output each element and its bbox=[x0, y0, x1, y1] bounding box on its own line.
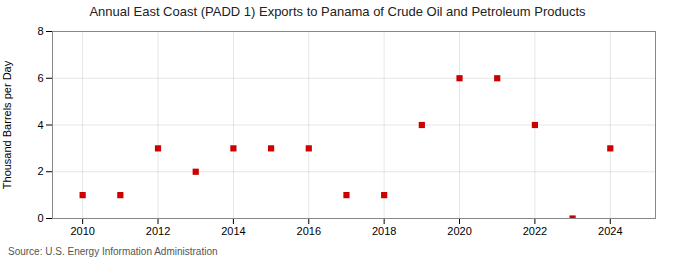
svg-text:Thousand Barrels per Day: Thousand Barrels per Day bbox=[1, 60, 13, 189]
svg-text:2018: 2018 bbox=[372, 225, 396, 237]
svg-text:2012: 2012 bbox=[146, 225, 170, 237]
svg-text:8: 8 bbox=[37, 25, 43, 37]
html-text:Annual East Coast (PADD 1) Exp: Annual East Coast (PADD 1) Exports to Pa… bbox=[89, 4, 586, 19]
svg-text:2014: 2014 bbox=[221, 225, 245, 237]
svg-text:2020: 2020 bbox=[447, 225, 471, 237]
svg-text:0: 0 bbox=[37, 212, 43, 224]
svg-text:6: 6 bbox=[37, 72, 43, 84]
svg-text:4: 4 bbox=[37, 119, 43, 131]
html-text:Source: U.S. Energy Informatio: Source: U.S. Energy Information Administ… bbox=[8, 246, 218, 257]
svg-text:2022: 2022 bbox=[523, 225, 547, 237]
svg-text:2010: 2010 bbox=[70, 225, 94, 237]
svg-text:2: 2 bbox=[37, 165, 43, 177]
svg-text:2016: 2016 bbox=[297, 225, 321, 237]
svg-text:2024: 2024 bbox=[598, 225, 622, 237]
